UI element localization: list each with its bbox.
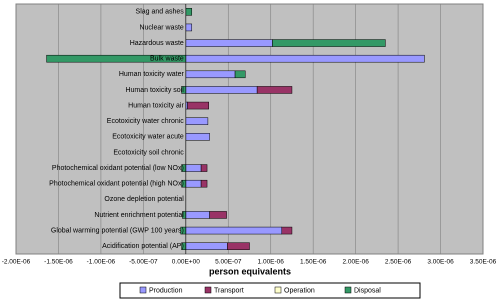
bar-segment — [185, 23, 193, 32]
bar-segment — [185, 226, 283, 235]
x-tick-label: -2.00E-06 — [2, 259, 31, 266]
category-label: Ecotoxicity water acute — [112, 134, 184, 141]
bar-segment — [185, 179, 202, 188]
x-tick-label: 3.50E-06 — [470, 259, 497, 266]
bar-segment — [209, 211, 227, 219]
bar-segment — [200, 164, 208, 172]
x-tick-label: -1.00E-06 — [87, 259, 116, 266]
legend-swatch — [139, 286, 147, 294]
bar-segment — [272, 39, 386, 47]
x-tick-label: 3.00E-06 — [427, 259, 454, 266]
legend-label: Operation — [284, 287, 315, 294]
bar-segment — [185, 117, 209, 125]
x-tick-label: 2.00E-06 — [342, 259, 369, 266]
x-tick-label: 5.00E-07 — [215, 259, 242, 266]
x-tick-label: 2.50E-06 — [385, 259, 412, 266]
x-axis-label: person equivalents — [209, 266, 291, 276]
category-label: Human toxicity air — [128, 102, 184, 109]
category-label: Photochemical oxidant potential (low NOx… — [52, 165, 184, 172]
legend-label: Transport — [214, 287, 244, 294]
category-label: Hazardous waste — [130, 40, 184, 47]
category-label: Ecotoxicity soil chronic — [113, 149, 184, 156]
x-tick-label: 1.50E-06 — [300, 259, 327, 266]
bar-segment — [185, 164, 202, 172]
legend-label: Production — [149, 287, 183, 294]
legend-swatch — [204, 286, 212, 294]
category-label: Bulk waste — [150, 56, 184, 63]
bar-segment — [227, 242, 250, 250]
bar-segment — [185, 70, 236, 79]
bar-segment — [185, 211, 210, 219]
bar-segment — [185, 86, 258, 94]
category-label: Ozone depletion potential — [104, 196, 184, 203]
bar-segment — [185, 242, 228, 250]
legend-label: Disposal — [354, 287, 381, 294]
bar-segment — [185, 54, 425, 63]
bar-segment — [281, 226, 293, 235]
category-label: Ecotoxicity water chronic — [107, 118, 185, 125]
x-tick-label: -1.50E-06 — [44, 259, 73, 266]
x-tick-label: 1.00E-06 — [258, 259, 285, 266]
category-label: Global warming potential (GWP 100 years) — [51, 227, 184, 234]
bar-segment — [185, 133, 210, 141]
category-label: Human toxicity soil — [125, 87, 184, 94]
x-tick-label: 0.00E+00 — [172, 259, 200, 266]
bar-segment — [256, 86, 293, 94]
bar-segment — [187, 101, 209, 110]
category-label: Slag and ashes — [136, 9, 185, 16]
legend-swatch — [344, 286, 352, 294]
x-tick-label: -5.00E-07 — [129, 259, 158, 266]
legend-swatch — [274, 286, 282, 294]
bar-segment — [185, 39, 273, 47]
bar-segment — [234, 70, 246, 79]
category-label: Human toxicity water — [119, 71, 185, 78]
category-label: Nutrient enrichment potential — [94, 212, 184, 219]
category-label: Nuclear waste — [139, 24, 183, 31]
category-label: Photochemical oxidant potential (high NO… — [49, 181, 184, 188]
bar-segment — [185, 8, 193, 16]
category-label: Acidification potential (AP) — [102, 243, 184, 250]
bar-segment — [200, 179, 208, 188]
